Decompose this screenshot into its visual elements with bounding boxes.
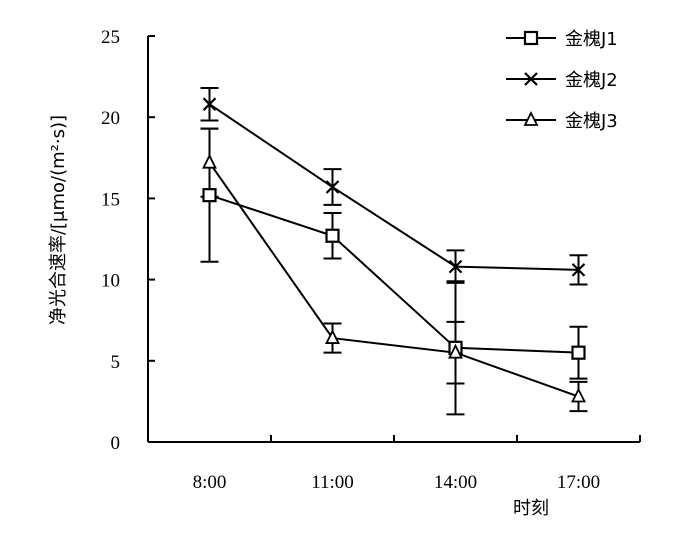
- x-axis-title: 时刻: [513, 498, 549, 519]
- x-tick-label: 8:00: [193, 472, 227, 493]
- series-line: [208, 162, 579, 398]
- data-point: [571, 263, 586, 277]
- data-point: [202, 97, 217, 111]
- y-tick-label: 10: [101, 271, 120, 292]
- data-point: [325, 329, 340, 344]
- y-tick-labels: 0 5 10 15 20 25: [101, 27, 120, 454]
- data-point: [202, 153, 217, 169]
- y-tick-label: 20: [101, 108, 120, 129]
- x-tick-label: 14:00: [434, 472, 477, 493]
- x-tick-label: 17:00: [557, 472, 600, 493]
- data-point: [571, 345, 586, 360]
- y-axis-title: 净光合速率/[μmo/(m²·s)]: [48, 115, 69, 325]
- legend-label: 金槐J3: [565, 111, 618, 132]
- data-point: [448, 259, 463, 274]
- legend-label: 金槐J2: [565, 70, 618, 91]
- series-line: [209, 194, 579, 354]
- y-tick-label: 5: [111, 352, 121, 373]
- data-point: [571, 387, 586, 403]
- data-point: [325, 180, 340, 194]
- legend: 金槐J1 金槐J2 金槐J3: [506, 29, 618, 132]
- legend-marker: [524, 72, 538, 86]
- legend-marker: [523, 30, 539, 46]
- y-tick-label: 0: [111, 433, 121, 454]
- series-line: [208, 103, 579, 271]
- series-lines: [208, 103, 579, 398]
- y-tick-label: 25: [101, 27, 120, 48]
- data-point: [325, 228, 340, 243]
- x-tick-labels: 8:00 11:00 14:00 17:00: [193, 472, 601, 493]
- x-tick-label: 11:00: [311, 472, 354, 493]
- axes: [147, 35, 641, 443]
- y-tick-label: 15: [101, 189, 120, 210]
- series-markers: [202, 97, 586, 403]
- data-point: [202, 188, 217, 203]
- legend-label: 金槐J1: [565, 29, 618, 50]
- legend-marker: [523, 110, 539, 126]
- data-point: [448, 343, 463, 359]
